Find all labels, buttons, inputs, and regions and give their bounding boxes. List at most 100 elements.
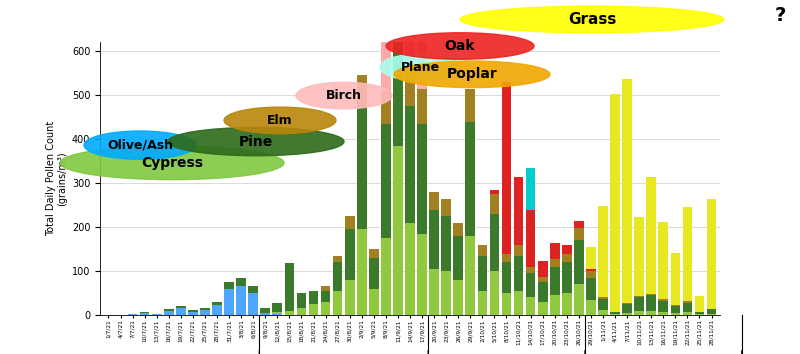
Bar bbox=[646, 311, 656, 315]
Bar bbox=[610, 312, 620, 314]
Bar bbox=[490, 214, 499, 271]
Text: Pine: Pine bbox=[239, 135, 273, 149]
Bar bbox=[369, 258, 378, 289]
Bar bbox=[538, 282, 547, 302]
Bar bbox=[176, 308, 186, 315]
Bar bbox=[586, 271, 596, 278]
Bar bbox=[405, 0, 415, 69]
Text: Elm: Elm bbox=[267, 114, 293, 127]
Bar bbox=[610, 314, 620, 315]
Bar bbox=[478, 291, 487, 315]
Bar bbox=[562, 253, 572, 262]
Bar bbox=[333, 291, 342, 315]
Bar bbox=[369, 289, 378, 315]
Bar bbox=[345, 280, 354, 315]
Bar bbox=[466, 88, 475, 122]
Bar bbox=[694, 296, 704, 312]
Bar bbox=[297, 293, 306, 308]
Bar bbox=[610, 95, 620, 312]
Bar bbox=[502, 293, 511, 315]
Bar bbox=[405, 69, 415, 106]
Text: Oak: Oak bbox=[445, 39, 475, 53]
Bar bbox=[562, 245, 572, 253]
Bar bbox=[442, 216, 451, 271]
Bar bbox=[140, 313, 150, 315]
Bar bbox=[393, 0, 402, 146]
Bar bbox=[357, 229, 366, 315]
Bar bbox=[212, 306, 222, 315]
Bar bbox=[369, 249, 378, 258]
Bar bbox=[598, 310, 608, 315]
Bar bbox=[454, 223, 463, 236]
Bar bbox=[658, 312, 668, 315]
Bar bbox=[526, 168, 535, 210]
Bar bbox=[236, 278, 246, 286]
Bar bbox=[285, 311, 294, 315]
Bar bbox=[309, 304, 318, 315]
Bar bbox=[526, 210, 535, 267]
Bar bbox=[526, 297, 535, 315]
Bar bbox=[273, 314, 282, 315]
Bar bbox=[381, 91, 390, 124]
Bar bbox=[176, 306, 186, 308]
Bar bbox=[682, 303, 692, 312]
Bar bbox=[670, 306, 680, 313]
Bar bbox=[502, 262, 511, 293]
Bar bbox=[430, 192, 439, 210]
Text: Grass: Grass bbox=[568, 12, 616, 27]
Bar bbox=[224, 282, 234, 289]
Bar bbox=[694, 314, 704, 315]
Bar bbox=[321, 302, 330, 315]
Bar bbox=[466, 122, 475, 236]
Bar bbox=[514, 291, 523, 315]
Bar bbox=[490, 271, 499, 315]
Text: Birch: Birch bbox=[326, 89, 362, 102]
Bar bbox=[634, 297, 644, 311]
Bar bbox=[598, 297, 608, 299]
Bar bbox=[694, 312, 704, 314]
Bar bbox=[586, 247, 596, 269]
Text: Plane: Plane bbox=[401, 61, 439, 74]
Bar bbox=[646, 293, 656, 295]
Bar bbox=[658, 299, 668, 301]
Bar bbox=[357, 106, 366, 229]
Bar bbox=[393, 146, 402, 315]
Bar bbox=[430, 210, 439, 269]
Bar bbox=[418, 0, 427, 88]
Bar bbox=[538, 302, 547, 315]
Bar bbox=[646, 177, 656, 293]
Bar bbox=[538, 261, 547, 277]
Bar bbox=[405, 106, 415, 223]
Bar bbox=[634, 311, 644, 315]
Bar bbox=[345, 229, 354, 280]
Bar bbox=[514, 245, 523, 256]
Bar bbox=[128, 314, 138, 315]
Bar bbox=[502, 253, 511, 262]
Bar bbox=[164, 309, 174, 311]
Bar bbox=[236, 286, 246, 315]
Bar bbox=[454, 280, 463, 315]
Bar bbox=[598, 299, 608, 310]
Bar bbox=[273, 303, 282, 312]
Bar bbox=[405, 223, 415, 315]
Bar bbox=[634, 296, 644, 297]
Text: Olive/Ash: Olive/Ash bbox=[107, 139, 173, 152]
Bar bbox=[670, 253, 680, 306]
Bar bbox=[188, 310, 198, 312]
Bar bbox=[285, 263, 294, 311]
Bar bbox=[345, 216, 354, 229]
Bar bbox=[466, 236, 475, 315]
Bar bbox=[357, 75, 366, 106]
Bar bbox=[200, 308, 210, 310]
Bar bbox=[321, 291, 330, 302]
Bar bbox=[381, 238, 390, 315]
Bar bbox=[586, 278, 596, 300]
Text: Poplar: Poplar bbox=[446, 67, 498, 81]
Bar bbox=[212, 302, 222, 306]
Bar bbox=[478, 245, 487, 256]
Bar bbox=[321, 286, 330, 291]
Bar bbox=[261, 308, 270, 313]
Bar bbox=[188, 312, 198, 315]
Bar bbox=[574, 284, 584, 315]
Bar bbox=[224, 289, 234, 315]
